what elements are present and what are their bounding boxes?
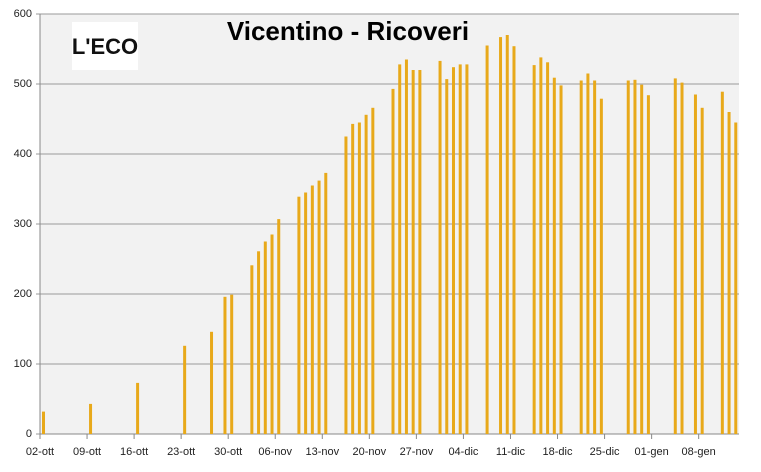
- bar: [646, 95, 650, 434]
- y-tick-label: 300: [14, 218, 32, 230]
- bar: [593, 80, 597, 434]
- bar: [324, 172, 328, 434]
- bar: [398, 64, 402, 435]
- bar: [317, 180, 321, 434]
- y-tick-label: 400: [14, 148, 32, 160]
- bar: [438, 60, 442, 435]
- x-tick-label: 27-nov: [400, 446, 434, 458]
- bar: [599, 98, 603, 434]
- bar: [633, 79, 637, 435]
- bar: [223, 296, 227, 434]
- y-tick-label: 600: [14, 8, 32, 20]
- bar: [640, 84, 644, 434]
- bar: [693, 94, 697, 434]
- x-tick-label: 30-ott: [214, 446, 242, 458]
- bar: [351, 123, 355, 435]
- bar: [485, 45, 489, 434]
- chart-title: Vicentino - Ricoveri: [227, 16, 469, 46]
- logo: L'ECO: [72, 34, 138, 59]
- bar: [391, 88, 395, 435]
- bar: [673, 78, 677, 435]
- x-tick-label: 08-gen: [682, 446, 716, 458]
- bar: [270, 234, 274, 434]
- y-tick-label: 200: [14, 288, 32, 300]
- bar: [532, 65, 536, 434]
- bar: [465, 64, 469, 435]
- bar: [304, 192, 308, 434]
- x-tick-label: 06-nov: [258, 446, 292, 458]
- bar: [727, 112, 731, 434]
- x-tick-label: 04-dic: [448, 446, 478, 458]
- x-tick-label: 11-dic: [496, 446, 526, 458]
- bar: [89, 403, 93, 434]
- bar: [586, 73, 590, 434]
- bar: [371, 107, 375, 435]
- bar: [263, 241, 267, 434]
- logo-box: [72, 22, 138, 70]
- bar: [418, 70, 422, 434]
- x-tick-label: 16-ott: [120, 446, 148, 458]
- x-tick-label: 20-nov: [353, 446, 387, 458]
- x-tick-label: 25-dic: [590, 446, 620, 458]
- bar: [579, 80, 583, 434]
- bar: [700, 107, 704, 435]
- bar: [546, 62, 550, 435]
- bar: [344, 136, 348, 434]
- bar: [539, 57, 543, 435]
- bar: [310, 185, 314, 434]
- bar: [626, 80, 630, 434]
- bar: [357, 122, 361, 434]
- x-tick-label: 23-ott: [167, 446, 195, 458]
- x-tick-label: 18-dic: [543, 446, 573, 458]
- x-tick-label: 02-ott: [26, 446, 54, 458]
- bar: [136, 382, 140, 434]
- bar: [257, 251, 261, 434]
- bar: [404, 59, 408, 434]
- x-tick-label: 13-nov: [305, 446, 339, 458]
- bar: [42, 411, 45, 434]
- bar: [364, 114, 368, 435]
- y-tick-label: 500: [14, 78, 32, 90]
- bar: [411, 70, 415, 434]
- bar: [183, 345, 187, 434]
- bar: [250, 265, 254, 434]
- bar: [552, 77, 556, 434]
- bar: [499, 37, 503, 434]
- bar: [458, 64, 462, 435]
- x-tick-label: 09-ott: [73, 446, 101, 458]
- bar: [445, 79, 449, 434]
- y-tick-label: 100: [14, 358, 32, 370]
- bar: [451, 67, 455, 434]
- bar: [277, 219, 281, 434]
- bar: [734, 122, 738, 434]
- bar: [720, 91, 724, 434]
- bar: [505, 35, 509, 434]
- bar: [559, 85, 563, 435]
- bar: [512, 46, 516, 434]
- bar: [680, 82, 684, 434]
- bar: [230, 294, 234, 434]
- bar: [210, 331, 214, 434]
- y-tick-label: 0: [26, 428, 32, 440]
- bar: [297, 196, 301, 434]
- x-tick-label: 01-gen: [634, 446, 668, 458]
